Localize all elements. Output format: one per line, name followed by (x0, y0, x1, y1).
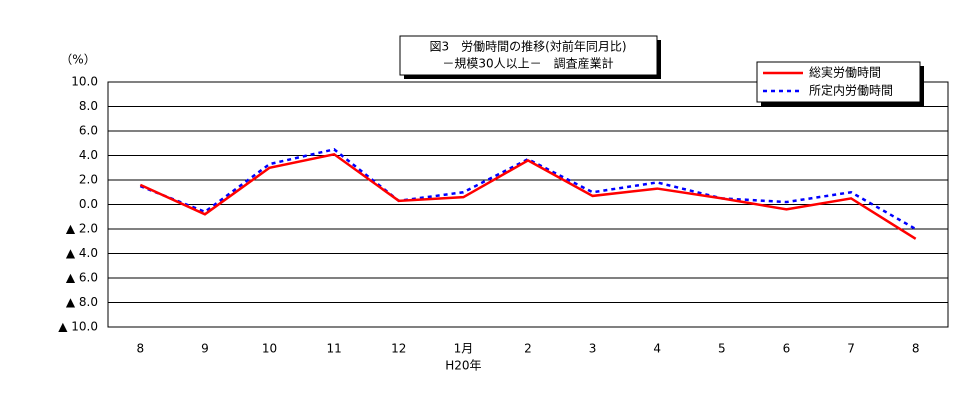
x-tick-label: 12 (391, 342, 406, 356)
legend-box (756, 61, 921, 103)
y-unit: （%） (60, 53, 95, 67)
x-tick-label: 4 (653, 342, 661, 356)
x-annotation: H20年 (445, 359, 481, 373)
y-tick-label: ▲ 2.0 (66, 222, 98, 236)
legend-label: 総実労働時間 (809, 65, 881, 80)
series-line (139, 148, 917, 231)
y-tick-label: 4.0 (79, 148, 98, 162)
y-tick-label: 10.0 (71, 75, 98, 89)
x-tick-label: 3 (589, 342, 597, 356)
series-line (139, 152, 917, 240)
x-tick-label: 8 (136, 342, 144, 356)
x-tick-label: 11 (327, 342, 342, 356)
x-tick-label: 10 (262, 342, 277, 356)
y-tick-label: 0.0 (79, 197, 98, 211)
y-tick-label: 2.0 (79, 173, 98, 187)
y-tick-label: ▲ 6.0 (66, 271, 98, 285)
x-tick-label: 8 (912, 342, 920, 356)
x-tick-label: 9 (201, 342, 209, 356)
legend-label: 所定内労働時間 (809, 83, 893, 98)
chart-title: 図3 労働時間の推移(対前年同月比) (430, 39, 627, 54)
y-tick-label: 6.0 (79, 124, 98, 138)
y-tick-label: ▲ 10.0 (58, 320, 98, 334)
x-tick-label: 1月 (454, 342, 474, 356)
x-tick-label: 5 (718, 342, 726, 356)
y-tick-label: 8.0 (79, 99, 98, 113)
y-tick-label: ▲ 8.0 (66, 295, 98, 309)
title-box (399, 35, 658, 76)
x-tick-label: 6 (783, 342, 791, 356)
chart-subtitle: －規模30人以上－ 調査産業計 (442, 56, 613, 71)
y-tick-label: ▲ 4.0 (66, 246, 98, 260)
x-tick-label: 2 (524, 342, 532, 356)
x-tick-label: 7 (847, 342, 855, 356)
